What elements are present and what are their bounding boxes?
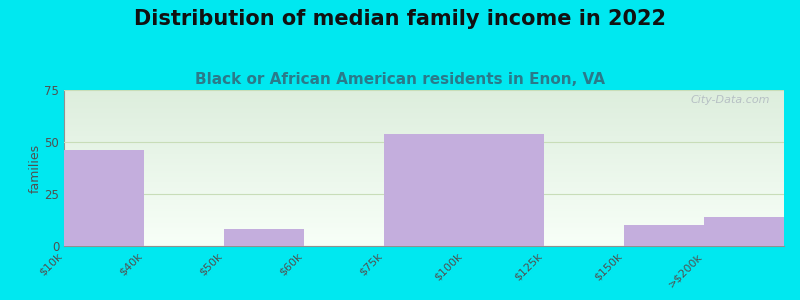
Text: Black or African American residents in Enon, VA: Black or African American residents in E…	[195, 72, 605, 87]
Bar	[624, 225, 704, 246]
Bar	[224, 230, 304, 246]
Bar	[704, 217, 784, 246]
Text: Distribution of median family income in 2022: Distribution of median family income in …	[134, 9, 666, 29]
Text: City-Data.com: City-Data.com	[690, 95, 770, 105]
Bar	[384, 134, 464, 246]
Bar	[64, 150, 144, 246]
Y-axis label: families: families	[29, 143, 42, 193]
Bar	[464, 134, 544, 246]
